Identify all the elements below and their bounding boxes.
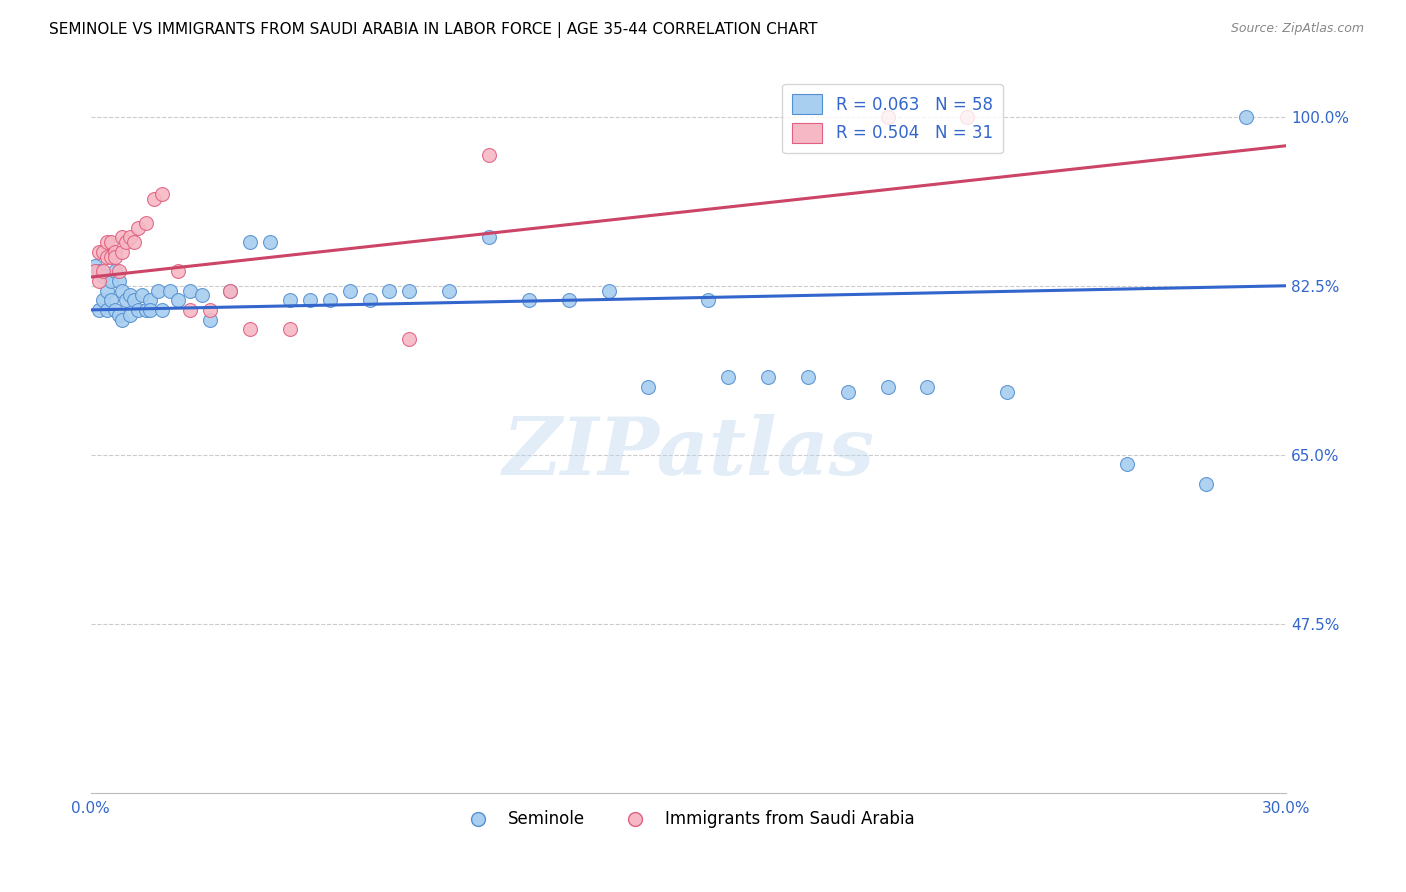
Point — [298, 293, 321, 308]
Point — [87, 274, 110, 288]
Point — [478, 148, 501, 162]
Point — [120, 288, 142, 302]
Point — [103, 302, 125, 317]
Point — [558, 293, 581, 308]
Point — [111, 244, 134, 259]
Point — [107, 274, 129, 288]
Point — [150, 187, 173, 202]
Point — [956, 110, 979, 124]
Point — [96, 235, 118, 250]
Point — [111, 230, 134, 244]
Point — [637, 380, 659, 394]
Point — [96, 302, 118, 317]
Point — [439, 284, 461, 298]
Point — [135, 302, 157, 317]
Point — [83, 260, 105, 274]
Point — [167, 293, 190, 308]
Legend: Seminole, Immigrants from Saudi Arabia: Seminole, Immigrants from Saudi Arabia — [456, 804, 922, 835]
Point — [87, 264, 110, 278]
Point — [219, 284, 242, 298]
Point — [398, 284, 420, 298]
Point — [259, 235, 281, 250]
Point — [83, 264, 105, 278]
Point — [143, 192, 166, 206]
Text: ZIPatlas: ZIPatlas — [502, 414, 875, 491]
Point — [91, 244, 114, 259]
Point — [124, 235, 146, 250]
Point — [115, 293, 138, 308]
Point — [1195, 476, 1218, 491]
Point — [111, 284, 134, 298]
Point — [135, 216, 157, 230]
Point — [120, 308, 142, 322]
Point — [100, 250, 122, 264]
Point — [167, 264, 190, 278]
Point — [127, 302, 149, 317]
Point — [100, 293, 122, 308]
Point — [378, 284, 401, 298]
Point — [127, 220, 149, 235]
Point — [91, 264, 114, 278]
Point — [995, 384, 1018, 399]
Point — [917, 380, 939, 394]
Point — [103, 250, 125, 264]
Point — [107, 308, 129, 322]
Point — [91, 269, 114, 284]
Point — [87, 244, 110, 259]
Point — [198, 312, 221, 326]
Point — [139, 293, 162, 308]
Point — [239, 322, 262, 336]
Point — [131, 288, 153, 302]
Point — [96, 284, 118, 298]
Point — [103, 244, 125, 259]
Point — [96, 250, 118, 264]
Point — [239, 235, 262, 250]
Point — [598, 284, 620, 298]
Point — [717, 370, 740, 384]
Point — [179, 302, 201, 317]
Point — [148, 284, 170, 298]
Point — [1234, 110, 1257, 124]
Point — [278, 293, 301, 308]
Point — [359, 293, 381, 308]
Point — [120, 230, 142, 244]
Point — [87, 302, 110, 317]
Point — [876, 380, 898, 394]
Point — [697, 293, 720, 308]
Point — [139, 302, 162, 317]
Point — [159, 284, 181, 298]
Point — [517, 293, 540, 308]
Point — [111, 312, 134, 326]
Point — [191, 288, 214, 302]
Point — [198, 302, 221, 317]
Point — [1115, 458, 1137, 472]
Point — [100, 235, 122, 250]
Point — [150, 302, 173, 317]
Point — [107, 264, 129, 278]
Point — [318, 293, 340, 308]
Point — [837, 384, 859, 399]
Point — [339, 284, 361, 298]
Point — [91, 293, 114, 308]
Point — [278, 322, 301, 336]
Point — [115, 235, 138, 250]
Point — [124, 293, 146, 308]
Point — [876, 110, 898, 124]
Text: SEMINOLE VS IMMIGRANTS FROM SAUDI ARABIA IN LABOR FORCE | AGE 35-44 CORRELATION : SEMINOLE VS IMMIGRANTS FROM SAUDI ARABIA… — [49, 22, 818, 38]
Point — [797, 370, 820, 384]
Point — [398, 332, 420, 346]
Point — [756, 370, 779, 384]
Text: Source: ZipAtlas.com: Source: ZipAtlas.com — [1230, 22, 1364, 36]
Point — [179, 284, 201, 298]
Point — [100, 274, 122, 288]
Point — [478, 230, 501, 244]
Point — [103, 264, 125, 278]
Point — [219, 284, 242, 298]
